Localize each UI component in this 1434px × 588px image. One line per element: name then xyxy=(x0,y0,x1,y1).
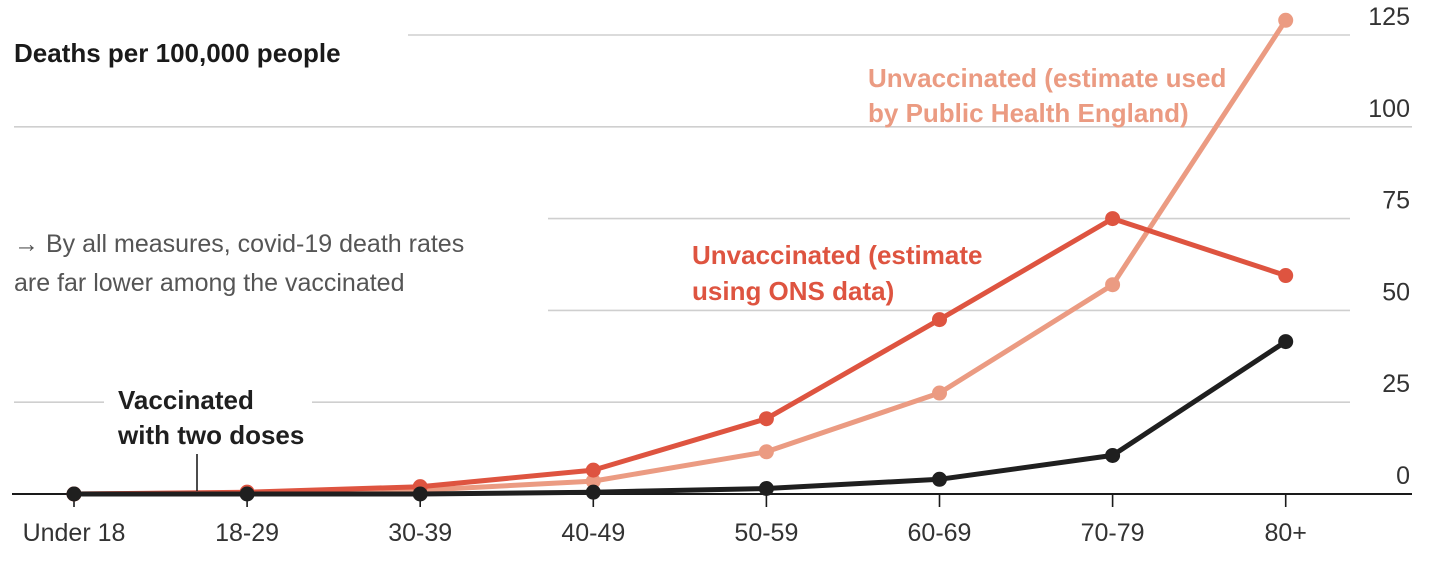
x-tick-label-4: 50-59 xyxy=(734,519,798,547)
x-tick-label-1: 18-29 xyxy=(215,519,279,547)
data-point-1-5 xyxy=(932,312,947,328)
data-point-2-2 xyxy=(412,486,428,502)
chart-title: Deaths per 100,000 people xyxy=(14,38,341,68)
series-label-vaccinated-line-2: with two doses xyxy=(117,420,304,450)
series-label-vaccinated-line-1: Vaccinated xyxy=(118,385,254,415)
y-tick-label-100: 100 xyxy=(1368,95,1410,123)
data-point-0-6 xyxy=(1105,277,1121,293)
x-tick-label-5: 60-69 xyxy=(908,519,972,547)
y-tick-label-125: 125 xyxy=(1368,3,1410,31)
data-point-2-5 xyxy=(932,471,947,487)
series-label-ons: Unvaccinated (estimate using ONS data) xyxy=(692,240,982,306)
series-label-ons-line-1: Unvaccinated (estimate xyxy=(692,240,982,270)
y-tick-label-75: 75 xyxy=(1382,187,1410,215)
gridlines xyxy=(14,34,1412,404)
x-tick-label-0: Under 18 xyxy=(23,519,126,547)
series-label-phe: Unvaccinated (estimate used by Public He… xyxy=(868,63,1226,128)
annotation-line-1: → By all measures, covid-19 death rates xyxy=(14,230,464,258)
data-point-2-7 xyxy=(1278,334,1294,350)
series-label-vaccinated: Vaccinated with two doses xyxy=(117,385,304,491)
data-point-1-3 xyxy=(585,462,601,478)
y-tick-label-0: 0 xyxy=(1396,462,1410,490)
data-point-0-7 xyxy=(1278,12,1294,28)
data-point-0-4 xyxy=(758,444,774,460)
series-label-phe-line-2: by Public Health England) xyxy=(868,98,1189,128)
data-point-0-5 xyxy=(932,385,947,401)
data-point-1-4 xyxy=(758,411,774,427)
series-2 xyxy=(66,334,1294,502)
data-point-2-3 xyxy=(585,484,601,500)
data-point-2-0 xyxy=(66,486,82,502)
y-tick-label-50: 50 xyxy=(1382,278,1410,306)
data-point-2-6 xyxy=(1105,447,1121,463)
data-point-0-3 xyxy=(585,473,601,489)
series-lines xyxy=(66,12,1294,502)
series-line-2 xyxy=(71,339,1289,497)
x-tick-label-7: 80+ xyxy=(1264,519,1306,547)
data-point-1-7 xyxy=(1278,268,1294,284)
x-tick-label-6: 70-79 xyxy=(1081,519,1145,547)
y-axis-tick-labels: 0 25 50 75 100 125 xyxy=(1368,3,1410,490)
x-axis-tick-labels: Under 18 18-29 30-39 40-49 50-59 60-69 70-79 80… xyxy=(23,519,1307,547)
series-line-1 xyxy=(71,216,1289,497)
data-point-1-6 xyxy=(1105,211,1121,227)
series-label-phe-line-1: Unvaccinated (estimate used xyxy=(868,63,1226,93)
data-point-2-1 xyxy=(239,486,255,502)
series-label-ons-line-2: using ONS data) xyxy=(692,276,894,306)
y-tick-label-25: 25 xyxy=(1382,370,1410,398)
data-point-2-4 xyxy=(758,480,774,496)
x-tick-label-2: 30-39 xyxy=(388,519,452,547)
annotation-line-2: are far lower among the vaccinated xyxy=(14,269,405,297)
x-tick-label-3: 40-49 xyxy=(561,519,625,547)
